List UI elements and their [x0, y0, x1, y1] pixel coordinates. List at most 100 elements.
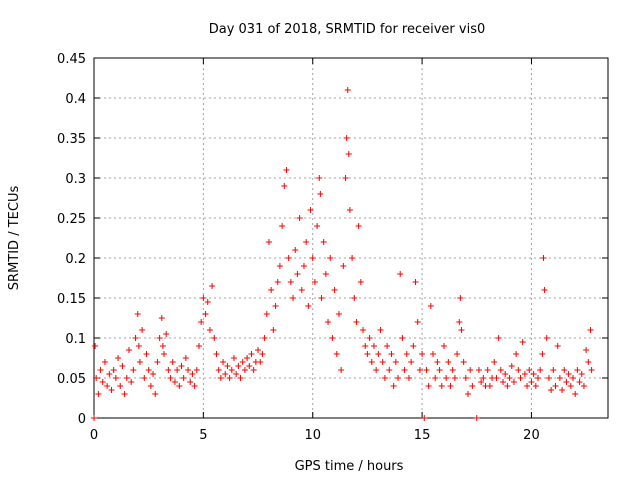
data-point — [290, 295, 297, 301]
data-point — [156, 335, 163, 341]
data-point — [294, 271, 301, 277]
data-point — [543, 335, 550, 341]
data-point — [141, 375, 148, 381]
data-point — [405, 375, 412, 381]
data-point — [460, 359, 467, 365]
data-point — [200, 295, 207, 301]
data-point — [576, 379, 583, 385]
data-point — [279, 223, 286, 229]
data-point — [377, 327, 384, 333]
data-point — [193, 367, 200, 373]
data-point — [134, 311, 141, 317]
data-point — [178, 363, 185, 369]
data-point — [373, 367, 380, 373]
data-point — [316, 175, 323, 181]
data-point — [180, 375, 187, 381]
data-point — [92, 343, 99, 349]
data-point — [110, 367, 117, 373]
y-tick-label: 0.15 — [57, 292, 86, 307]
data-point — [447, 383, 454, 389]
data-point — [362, 343, 369, 349]
data-point — [198, 319, 205, 325]
data-point — [574, 367, 581, 373]
data-point — [469, 383, 476, 389]
data-point — [174, 367, 181, 373]
data-point — [344, 87, 351, 93]
data-point — [158, 315, 165, 321]
data-point — [317, 191, 324, 197]
data-point — [508, 363, 515, 369]
y-tick-label: 0.35 — [57, 132, 86, 147]
data-point — [202, 311, 209, 317]
data-point — [123, 375, 130, 381]
data-point — [355, 223, 362, 229]
data-point — [150, 371, 157, 377]
data-point — [436, 367, 443, 373]
data-point — [427, 303, 434, 309]
y-tick-label: 0.05 — [57, 372, 86, 387]
data-point — [213, 351, 220, 357]
x-tick-labels: 0 5 10 15 20 — [90, 428, 540, 443]
data-point — [414, 319, 421, 325]
data-point — [368, 359, 375, 365]
data-point — [322, 271, 329, 277]
data-point — [327, 255, 334, 261]
data-point — [287, 279, 294, 285]
data-point — [152, 391, 159, 397]
data-point — [480, 375, 487, 381]
data-point — [517, 375, 524, 381]
data-point — [346, 207, 353, 213]
x-tick-label: 0 — [90, 428, 98, 443]
data-point — [587, 327, 594, 333]
x-tick-label: 20 — [523, 428, 540, 443]
data-point — [353, 319, 360, 325]
data-point — [465, 391, 472, 397]
data-point — [182, 355, 189, 361]
data-point — [502, 371, 509, 377]
data-point — [318, 295, 325, 301]
data-point — [244, 355, 251, 361]
data-point — [539, 351, 546, 357]
data-point — [97, 367, 104, 373]
data-point — [246, 363, 253, 369]
data-point — [388, 351, 395, 357]
data-point — [265, 239, 272, 245]
data-point — [119, 363, 126, 369]
data-point — [357, 279, 364, 285]
data-point — [215, 367, 222, 373]
data-point — [454, 351, 461, 357]
data-point — [228, 367, 235, 373]
data-point — [185, 367, 192, 373]
x-axis-label: GPS time / hours — [295, 459, 404, 474]
data-point — [305, 303, 312, 309]
data-point — [524, 383, 531, 389]
data-point — [112, 375, 119, 381]
y-tick-labels: 0 0.05 0.1 0.15 0.2 0.25 0.3 0.35 0.4 0.45 — [57, 52, 86, 427]
data-point — [390, 383, 397, 389]
data-point — [106, 371, 113, 377]
data-point — [445, 359, 452, 365]
data-point — [255, 347, 262, 353]
data-point — [351, 295, 358, 301]
data-point — [211, 335, 218, 341]
data-point — [563, 379, 570, 385]
data-point — [130, 367, 137, 373]
x-tick-label: 5 — [199, 428, 207, 443]
data-point — [395, 375, 402, 381]
data-point — [248, 351, 255, 357]
data-point — [320, 239, 327, 245]
data-point — [375, 351, 382, 357]
y-tick-label: 0.1 — [65, 332, 86, 347]
data-point — [143, 351, 150, 357]
data-point — [233, 371, 240, 377]
data-point — [309, 255, 316, 261]
data-point — [526, 367, 533, 373]
data-point — [458, 327, 465, 333]
data-point — [456, 319, 463, 325]
data-point — [484, 367, 491, 373]
data-point — [259, 351, 266, 357]
data-point — [495, 335, 502, 341]
data-point — [167, 375, 174, 381]
data-point — [583, 347, 590, 353]
